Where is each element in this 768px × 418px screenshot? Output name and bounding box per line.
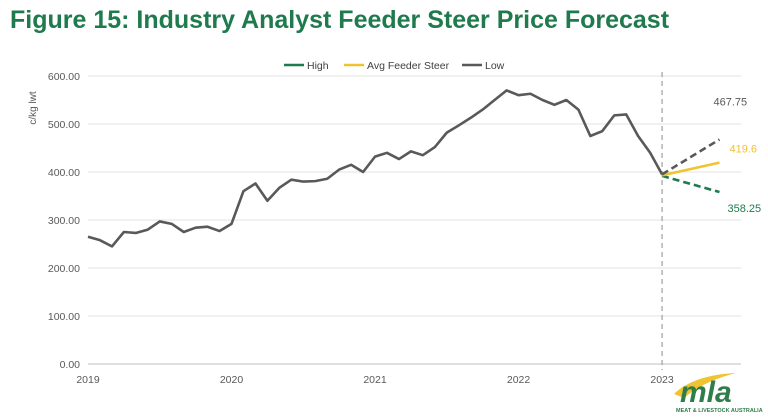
- logo-swoosh: [674, 373, 736, 398]
- y-tick-label: 0.00: [60, 359, 81, 371]
- x-tick-label: 2019: [76, 374, 100, 386]
- end-value-label: 419.6: [729, 144, 757, 156]
- y-tick-label: 100.00: [48, 311, 80, 323]
- series-line-low: [661, 138, 721, 176]
- y-axis-label: c/kg lwt: [28, 91, 39, 125]
- data-labels: 358.25 419.6 467.75: [713, 96, 761, 215]
- x-tick-label: 2023: [650, 374, 674, 386]
- y-tick-label: 200.00: [48, 263, 80, 275]
- mla-logo: mla MEAT & LIVESTOCK AUSTRALIA: [674, 373, 763, 414]
- y-tick-label: 500.00: [48, 119, 80, 131]
- y-tick-label: 600.00: [48, 71, 80, 83]
- legend: High Avg Feeder Steer Low: [284, 60, 505, 72]
- page-title: Figure 15: Industry Analyst Feeder Steer…: [10, 6, 670, 34]
- y-tick-label: 300.00: [48, 215, 80, 227]
- legend-entry: Low: [485, 60, 505, 72]
- x-axis-ticks: 2019 2020 2021 2022 2023: [76, 374, 674, 386]
- x-tick-label: 2021: [363, 374, 387, 386]
- legend-entry: High: [307, 60, 329, 72]
- series-line-high: [661, 174, 720, 194]
- series-lines: [87, 89, 721, 248]
- end-value-label: 358.25: [727, 203, 761, 215]
- history-line: [87, 89, 664, 248]
- x-tick-label: 2020: [220, 374, 244, 386]
- y-axis-ticks: 0.00 100.00 200.00 300.00 400.00 500.00 600.00: [48, 71, 80, 371]
- x-tick-label: 2022: [507, 374, 531, 386]
- end-value-label: 467.75: [713, 96, 747, 108]
- series-line-avg-feeder-steer: [661, 161, 720, 177]
- gridlines: [88, 75, 741, 365]
- y-tick-label: 400.00: [48, 167, 80, 179]
- legend-entry: Avg Feeder Steer: [367, 60, 450, 72]
- logo-name: mla: [680, 376, 732, 409]
- logo-tagline: MEAT & LIVESTOCK AUSTRALIA: [676, 408, 763, 414]
